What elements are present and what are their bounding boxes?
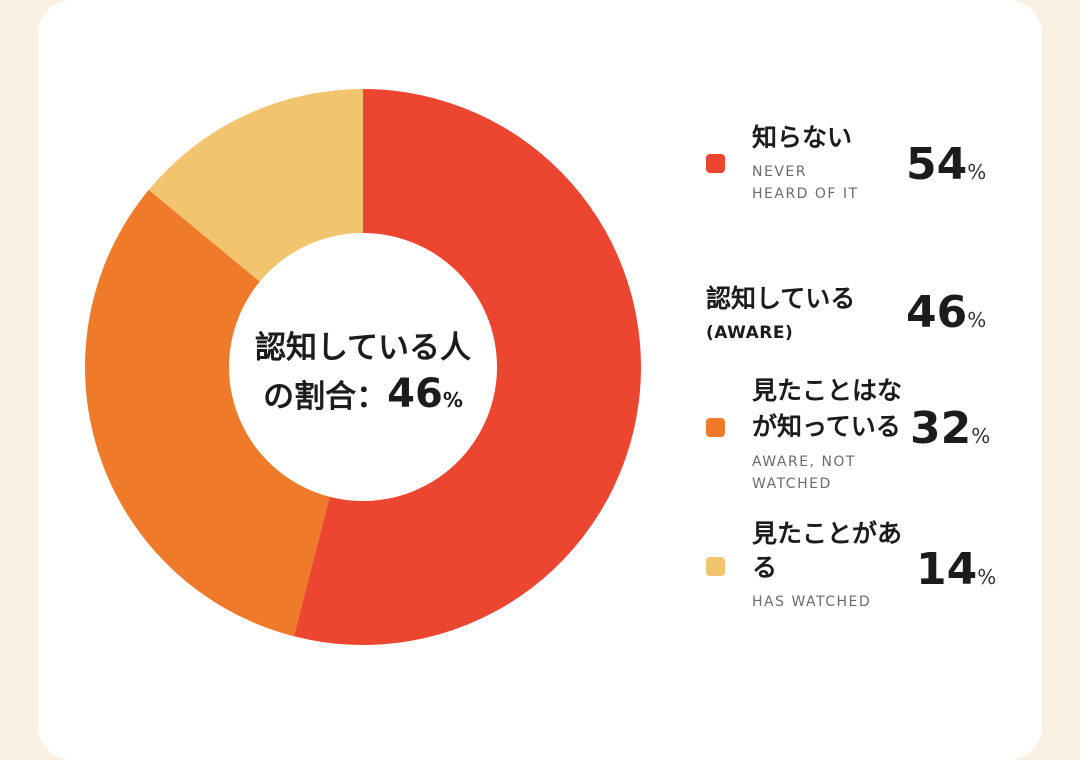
legend-value-never-heard-number: 54 — [906, 139, 968, 190]
legend-value-has-watched-number: 14 — [916, 544, 978, 595]
legend-value-aware-not-watched-number: 32 — [910, 403, 972, 454]
legend-sublabel-aware-not-watched-1: AWARE, NOT — [752, 454, 856, 470]
legend-sublabel-never-heard-2: HEARD OF IT — [752, 186, 859, 202]
legend-sublabel-never-heard-1: NEVER — [752, 164, 807, 180]
legend-label-aware-not-watched-2: が知っている — [752, 412, 901, 441]
legend-value-never-heard-unit: % — [967, 160, 987, 184]
legend-value-aware-number: 46 — [906, 287, 968, 338]
legend-label-has-watched-2: る — [752, 553, 778, 582]
legend-value-aware: 46% — [906, 288, 986, 345]
donut-slice-2 — [148, 89, 363, 282]
legend-value-has-watched-unit: % — [977, 565, 997, 589]
legend-label-has-watched-1: 見たことがあ — [752, 519, 903, 548]
center-label-line2: の割合：46% — [232, 371, 494, 423]
legend-label-never-heard: 知らない — [752, 123, 853, 152]
legend-value-has-watched: 14% — [916, 545, 996, 602]
legend-value-aware-unit: % — [967, 308, 987, 332]
legend-sublabel-aware-not-watched-2: WATCHED — [752, 476, 832, 492]
center-label-value: 46 — [387, 371, 443, 417]
center-label: 認知している人 の割合：46% — [232, 325, 494, 423]
legend-sublabel-has-watched: HAS WATCHED — [752, 594, 872, 610]
legend-label-aware-not-watched-1: 見たことはな — [752, 376, 903, 405]
center-label-line1: 認知している人 — [254, 330, 472, 366]
center-label-prefix: の割合： — [263, 379, 388, 415]
legend-swatch-has-watched — [706, 557, 725, 576]
legend-value-never-heard: 54% — [906, 140, 986, 197]
legend-swatch-aware-not-watched — [706, 418, 725, 437]
legend-value-aware-not-watched-unit: % — [971, 424, 991, 448]
legend-label-aware: 認知している — [706, 284, 856, 313]
legend-swatch-never-heard — [706, 154, 725, 173]
legend-sublabel-aware: (AWARE) — [706, 323, 794, 343]
donut-slice-0 — [293, 89, 642, 645]
donut-chart — [84, 89, 642, 645]
legend-value-aware-not-watched: 32% — [910, 404, 990, 461]
center-label-unit: % — [442, 388, 463, 412]
donut-slice-1 — [84, 189, 330, 637]
